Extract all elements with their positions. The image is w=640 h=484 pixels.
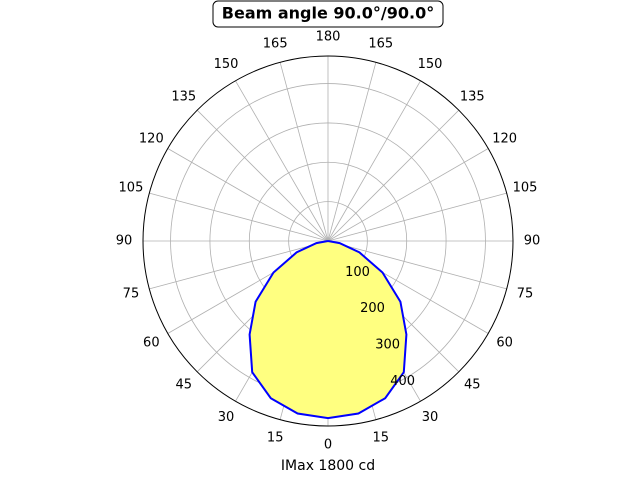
grid-line	[149, 192, 329, 242]
radial-tick-label: 400	[390, 374, 415, 389]
radial-tick-label: 300	[375, 338, 400, 353]
angle-tick-label: 60	[143, 336, 160, 351]
grid-line	[327, 62, 377, 242]
angle-tick-label: 150	[214, 57, 239, 72]
angle-tick-label: 45	[464, 378, 481, 393]
radial-tick-label: 100	[345, 265, 370, 280]
title-box	[212, 0, 444, 28]
grid-line	[327, 80, 421, 242]
grid-line	[327, 148, 489, 242]
chart-title: Beam angle 90.0°/90.0°	[222, 4, 434, 23]
grid-line	[235, 80, 329, 242]
grid-line	[167, 148, 329, 242]
angle-tick-label: 105	[513, 181, 538, 196]
grid-line	[327, 192, 507, 242]
angle-tick-label: 135	[460, 89, 485, 104]
grid-line	[279, 62, 329, 242]
beam-line	[248, 240, 408, 420]
angle-tick-label: 75	[123, 286, 140, 301]
angle-tick-label: 120	[139, 132, 164, 147]
beam-area	[249, 241, 407, 419]
grid-line	[327, 109, 460, 242]
x-axis-label: IMax 1800 cd	[281, 458, 375, 474]
angle-tick-label: 0	[324, 438, 332, 453]
angle-tick-label: 90	[524, 234, 541, 249]
angle-tick-label: 75	[517, 286, 534, 301]
angle-tick-label: 60	[496, 336, 513, 351]
angle-tick-label: 30	[218, 410, 235, 425]
outer-frame	[142, 55, 514, 427]
angle-tick-label: 150	[418, 57, 443, 72]
angle-tick-label: 105	[119, 181, 144, 196]
grid-line	[149, 240, 329, 290]
angle-tick-label: 120	[492, 132, 517, 147]
angle-tick-label: 15	[267, 431, 284, 446]
angle-tick-label: 165	[263, 36, 288, 51]
grid-line	[327, 240, 507, 290]
angle-tick-label: 45	[175, 378, 192, 393]
angle-tick-label: 135	[171, 89, 196, 104]
angle-tick-label: 90	[116, 234, 133, 249]
angle-tick-label: 165	[368, 36, 393, 51]
angle-tick-label: 180	[316, 30, 341, 45]
angle-tick-label: 15	[373, 431, 390, 446]
grid-line	[196, 109, 329, 242]
angle-tick-label: 30	[422, 410, 439, 425]
radial-tick-label: 200	[360, 301, 385, 316]
